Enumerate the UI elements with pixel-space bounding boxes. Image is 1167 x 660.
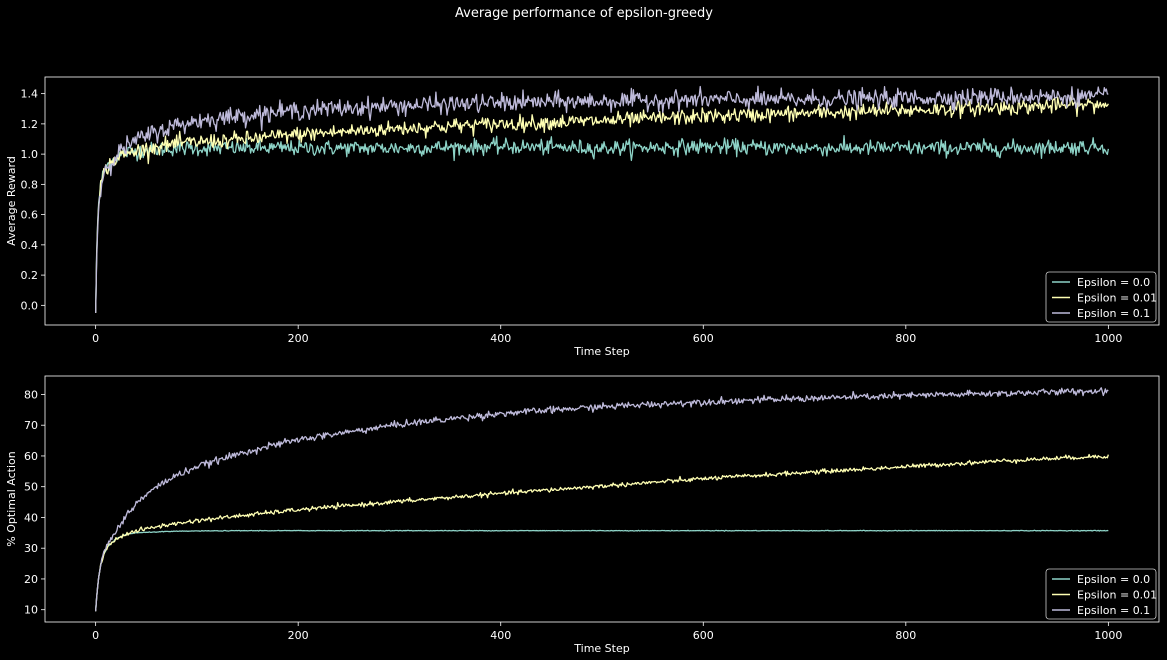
series-line-3 [94, 85, 1109, 313]
legend-label: Epsilon = 0.1 [1077, 604, 1150, 617]
legend-label: Epsilon = 0.0 [1077, 276, 1150, 289]
x-tick-label: 400 [490, 629, 511, 642]
x-tick-label: 0 [92, 332, 99, 345]
x-axis-label: Time Step [573, 642, 629, 655]
legend-label: Epsilon = 0.01 [1077, 589, 1157, 602]
y-tick-label: 20 [24, 573, 38, 586]
legend: Epsilon = 0.0 Epsilon = 0.01 Epsilon = 0.1 [1045, 568, 1157, 620]
legend-label: Epsilon = 0.0 [1077, 573, 1150, 586]
y-tick-label: 0.4 [21, 239, 39, 252]
reward-chart: 0 200 400 600 800 1000 0.0 0.2 0.4 0.6 0.8 1.0 1.2 1.… [5, 76, 1160, 358]
y-tick-label: 50 [24, 481, 38, 494]
series-line-2 [94, 453, 1109, 612]
y-axis-label: Average Reward [5, 156, 18, 246]
axes-frame [44, 375, 1160, 623]
series-line-3 [94, 387, 1109, 612]
y-tick-label: 0.6 [21, 209, 39, 222]
x-tick-label: 600 [693, 629, 714, 642]
y-tick-label: 0.8 [21, 178, 39, 191]
x-tick-label: 200 [288, 629, 309, 642]
series-line-2 [94, 94, 1109, 313]
legend-box [1045, 568, 1157, 620]
legend: Epsilon = 0.0 Epsilon = 0.01 Epsilon = 0.1 [1045, 271, 1157, 323]
y-tick-label: 60 [24, 450, 38, 463]
y-tick-label: 1.0 [21, 148, 39, 161]
x-tick-label: 800 [895, 629, 916, 642]
x-tick-label: 1000 [1094, 629, 1122, 642]
x-tick-label: 0 [92, 629, 99, 642]
legend-box [1045, 271, 1157, 323]
x-tick-label: 800 [895, 332, 916, 345]
y-tick-label: 70 [24, 419, 38, 432]
y-tick-label: 30 [24, 542, 38, 555]
x-axis-label: Time Step [573, 345, 629, 358]
y-tick-label: 1.2 [21, 118, 39, 131]
legend-label: Epsilon = 0.1 [1077, 307, 1150, 320]
x-tick-label: 400 [490, 332, 511, 345]
series-line-1 [94, 135, 1109, 313]
figure-title: Average performance of epsilon-greedy [455, 6, 713, 21]
y-tick-label: 10 [24, 604, 38, 617]
y-tick-label: 40 [24, 511, 38, 524]
x-tick-label: 600 [693, 332, 714, 345]
series-line-1 [94, 529, 1109, 612]
x-tick-label: 1000 [1094, 332, 1122, 345]
x-tick-label: 200 [288, 332, 309, 345]
y-axis-label: % Optimal Action [5, 451, 18, 546]
legend-label: Epsilon = 0.01 [1077, 292, 1157, 305]
y-tick-label: 0.2 [21, 269, 39, 282]
optimal-action-chart: 0 200 400 600 800 1000 10 20 30 40 50 60 70 80 Time St… [5, 375, 1160, 655]
y-tick-label: 1.4 [21, 88, 39, 101]
y-tick-label: 0.0 [21, 299, 39, 312]
axes-frame [44, 76, 1160, 326]
y-tick-label: 80 [24, 388, 38, 401]
